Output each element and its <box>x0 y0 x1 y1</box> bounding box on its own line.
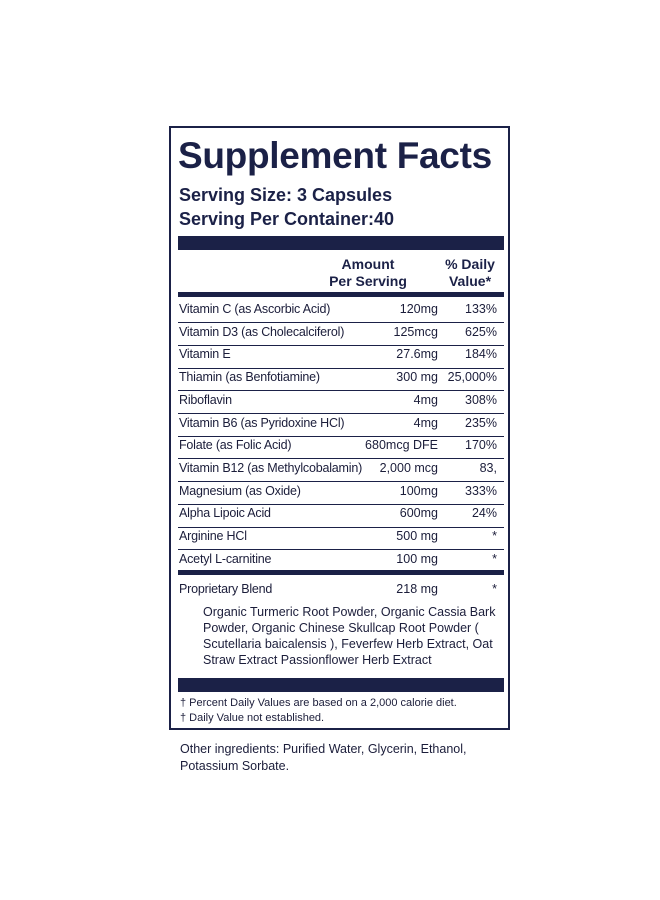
row-divider <box>178 458 504 460</box>
nutrient-amount: 125mcg <box>393 324 438 339</box>
nutrient-name: Acetyl L-carnitine <box>179 551 272 566</box>
nutrient-row: Acetyl L-carnitine 100 mg * <box>179 550 500 572</box>
daily-value-header: % Daily Value* <box>445 256 495 289</box>
row-divider <box>178 413 504 414</box>
nutrient-row: Vitamin E 27.6mg 184% <box>179 345 500 367</box>
nutrient-amount: 120mg <box>399 302 438 316</box>
nutrient-daily-value: * <box>492 551 497 566</box>
nutrient-row: Vitamin B12 (as Methylcobalamin) 2,000 mc… <box>179 459 500 481</box>
supplement-facts-panel <box>169 126 510 730</box>
row-divider <box>178 367 504 369</box>
nutrient-daily-value: 333% <box>465 483 497 498</box>
nutrient-amount: 4mg <box>413 392 438 407</box>
nutrient-amount: 100 mg <box>396 551 438 566</box>
thick-divider-top <box>178 236 504 250</box>
nutrient-name: Vitamin B12 (as Methylcobalamin) <box>179 460 363 475</box>
blend-daily-value: * <box>492 582 497 596</box>
nutrient-name: Alpha Lipoic Acid <box>179 506 271 521</box>
other-ingredients: Other ingredients: Purified Water, Glyce… <box>180 742 467 773</box>
nutrient-daily-value: 170% <box>465 438 497 453</box>
nutrient-amount: 680mcg DFE <box>365 438 438 453</box>
nutrient-name: Thiamin (as Benfotiamine) <box>179 370 320 385</box>
nutrient-daily-value: 184% <box>465 347 497 362</box>
nutrient-name: Folate (as Folic Acid) <box>179 438 292 453</box>
serving-size: Serving Size: 3 Capsules <box>179 185 393 205</box>
nutrient-daily-value: * <box>492 529 497 543</box>
nutrient-name: Vitamin B6 (as Pyridoxine HCl) <box>179 415 345 430</box>
nutrient-name: Arginine HCl <box>179 529 247 543</box>
row-divider <box>178 344 504 346</box>
row-divider <box>178 322 504 324</box>
servings-per-container: Serving Per Container:40 <box>179 209 395 229</box>
proprietary-blend-row: Proprietary Blend 218 mg * <box>179 580 500 602</box>
nutrient-amount: 100mg <box>399 483 438 498</box>
nutrient-name: Vitamin E <box>179 347 231 362</box>
blend-amount: 218 mg <box>396 582 438 596</box>
nutrient-row: Alpha Lipoic Acid 600mg 24% <box>179 504 500 526</box>
row-divider <box>178 549 504 551</box>
nutrient-daily-value: 625% <box>465 324 497 339</box>
blend-name: Proprietary Blend <box>179 582 273 596</box>
medium-divider <box>178 292 504 297</box>
nutrient-daily-value: 24% <box>471 506 497 521</box>
blend-ingredients: Organic Turmeric Root Powder, Organic Ca… <box>203 605 496 667</box>
nutrient-row: Vitamin C (as Ascorbic Acid) 120mg 133% <box>179 300 500 322</box>
panel-title: Supplement Facts <box>178 135 492 176</box>
nutrient-row: Magnesium (as Oxide) 100mg 333% <box>179 482 500 504</box>
nutrient-amount: 2,000 mcg <box>379 460 438 475</box>
nutrient-amount: 600mg <box>399 506 438 521</box>
nutrient-row: Arginine HCl 500 mg * <box>179 527 500 549</box>
nutrient-row: Riboflavin 4mg 308% <box>179 391 500 413</box>
nutrient-row: Vitamin D3 (as Cholecalciferol) 125mcg 625… <box>179 323 500 345</box>
row-divider <box>178 526 504 528</box>
row-divider <box>178 503 504 505</box>
blend-divider <box>178 570 504 575</box>
row-divider <box>178 481 504 483</box>
nutrient-daily-value: 308% <box>465 392 497 407</box>
nutrient-daily-value: 133% <box>465 302 497 316</box>
nutrient-row: Vitamin B6 (as Pyridoxine HCl) 4mg 235% <box>179 414 500 436</box>
nutrient-daily-value: 235% <box>465 415 497 430</box>
nutrient-name: Vitamin C (as Ascorbic Acid) <box>179 302 331 316</box>
nutrient-name: Magnesium (as Oxide) <box>179 483 301 498</box>
nutrient-amount: 300 mg <box>396 370 438 385</box>
row-divider <box>178 435 504 437</box>
nutrient-name: Vitamin D3 (as Cholecalciferol) <box>179 324 345 339</box>
nutrient-daily-value: 25,000% <box>447 370 497 385</box>
nutrient-amount: 4mg <box>413 415 438 430</box>
thick-divider-bottom <box>178 678 504 692</box>
nutrient-name: Riboflavin <box>179 392 232 407</box>
footnote-daily-value-not-established: † Daily Value not established. <box>180 712 325 724</box>
nutrient-row: Folate (as Folic Acid) 680mcg DFE 170% <box>179 436 500 458</box>
amount-per-serving-header: Amount Per Serving <box>329 256 407 289</box>
nutrient-amount: 27.6mg <box>396 347 438 362</box>
nutrient-amount: 500 mg <box>396 529 438 543</box>
footnote-percent-daily-values: † Percent Daily Values are based on a 2,… <box>180 697 457 709</box>
row-divider <box>178 390 504 392</box>
nutrient-daily-value: 83, <box>479 460 497 475</box>
nutrient-row: Thiamin (as Benfotiamine) 300 mg 25,000% <box>179 368 500 390</box>
